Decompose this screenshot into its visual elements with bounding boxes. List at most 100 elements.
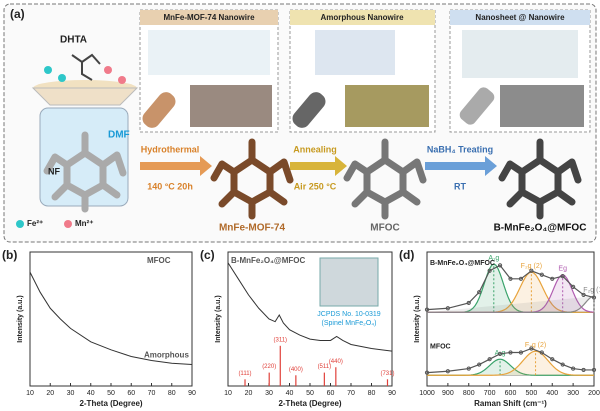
data-point xyxy=(497,263,503,268)
x-tick-label: 80 xyxy=(368,390,376,397)
legend-dot xyxy=(16,220,24,228)
data-point xyxy=(508,276,513,281)
data-point xyxy=(466,366,471,371)
annotation: (Spinel MnFe₂O₄) xyxy=(322,320,377,327)
data-point xyxy=(539,272,544,277)
sem-image xyxy=(190,85,272,127)
x-tick-label: 70 xyxy=(347,390,355,397)
nanowire xyxy=(142,92,176,128)
data-point xyxy=(550,276,555,281)
x-tick-label: 900 xyxy=(442,390,454,397)
x-axis-label: Raman Shift (cm⁻¹) xyxy=(474,399,547,408)
spectrum xyxy=(426,347,594,374)
step-condition: RT xyxy=(454,181,466,191)
spectrum xyxy=(426,264,595,311)
reference-label: (511) xyxy=(318,364,332,370)
annotation: JCPDS No. 10-0319 xyxy=(317,311,381,318)
legend-dot xyxy=(64,220,72,228)
data-point xyxy=(571,366,576,371)
chart-title: MFOC xyxy=(147,256,171,265)
y-axis-label: Intensity (a.u.) xyxy=(414,295,421,342)
step-name: Annealing xyxy=(293,144,337,154)
step-name: Hydrothermal xyxy=(141,144,200,154)
data-point xyxy=(518,350,524,355)
solvent: DMF xyxy=(108,130,130,141)
inset-title-bar xyxy=(450,10,590,25)
data-point xyxy=(581,292,586,297)
data-point xyxy=(518,276,524,281)
reference-label: (400) xyxy=(289,367,303,373)
ion xyxy=(118,76,126,84)
x-tick-label: 20 xyxy=(245,390,253,397)
peak-label: F₂g (1) xyxy=(583,287,600,294)
x-tick-label: 400 xyxy=(546,390,558,397)
ion xyxy=(44,66,52,74)
data-point xyxy=(424,370,430,375)
reference-label: (311) xyxy=(273,337,287,343)
fit-peak xyxy=(427,295,595,313)
data-point xyxy=(487,357,492,362)
panel-label: (c) xyxy=(200,248,215,262)
crystal-inset xyxy=(319,257,379,307)
inset-title: Amorphous Nanowire xyxy=(320,13,404,22)
ion xyxy=(58,74,66,82)
data-point xyxy=(497,351,503,356)
x-tick-label: 20 xyxy=(46,390,54,397)
data-point xyxy=(591,295,597,300)
arrow xyxy=(140,156,212,176)
panel-label: (a) xyxy=(10,7,25,21)
x-tick-label: 80 xyxy=(168,390,176,397)
data-point xyxy=(477,362,482,367)
data-point xyxy=(539,350,544,355)
x-tick-label: 700 xyxy=(484,390,496,397)
annotation: Amorphous xyxy=(144,351,189,360)
x-tick-label: 40 xyxy=(286,390,294,397)
x-tick-label: 1000 xyxy=(419,390,435,397)
arrow xyxy=(290,156,347,176)
data-point xyxy=(445,306,450,311)
product-name: MnFe-MOF-74 xyxy=(219,223,286,234)
x-tick-label: 200 xyxy=(588,390,600,397)
sem-image xyxy=(500,85,584,127)
x-tick-label: 60 xyxy=(327,390,335,397)
xrd-curve xyxy=(29,271,193,366)
legend-label: Mn²⁺ xyxy=(75,219,93,228)
x-tick-label: 50 xyxy=(107,390,115,397)
amorphous-structure xyxy=(315,30,395,75)
data-point xyxy=(477,290,482,295)
series-label: B-MnFe₂O₄@MFOC xyxy=(430,260,495,267)
x-tick-label: 90 xyxy=(388,390,396,397)
data-point xyxy=(529,268,534,273)
x-tick-label: 30 xyxy=(265,390,273,397)
x-tick-label: 30 xyxy=(67,390,75,397)
data-point xyxy=(581,367,586,373)
funnel xyxy=(31,87,139,106)
x-axis-label: 2-Theta (Degree) xyxy=(79,399,142,408)
peak-label: F₂g (2) xyxy=(521,263,542,270)
reference-label: (440) xyxy=(329,359,343,365)
x-tick-label: 500 xyxy=(526,390,538,397)
sem-image xyxy=(345,85,429,127)
reference-label: (111) xyxy=(238,371,251,377)
inset-title-bar xyxy=(290,10,435,25)
x-tick-label: 90 xyxy=(188,390,196,397)
arrow xyxy=(425,156,497,176)
x-tick-label: 60 xyxy=(127,390,135,397)
product-name: MFOC xyxy=(370,223,399,234)
xrd-curve xyxy=(227,262,393,352)
data-point xyxy=(445,369,450,374)
inset-title: MnFe-MOF-74 Nanowire xyxy=(163,13,255,22)
data-point xyxy=(508,350,513,355)
reference-label: (731) xyxy=(380,371,394,377)
data-point xyxy=(571,284,576,289)
y-axis-label: Intensity (a.u.) xyxy=(215,295,222,342)
data-point xyxy=(487,268,492,273)
step-condition: 140 °C 20h xyxy=(147,181,193,191)
data-point xyxy=(466,300,471,306)
inset-title: Nanosheet @ Nanowire xyxy=(475,13,565,22)
x-tick-label: 300 xyxy=(567,390,579,397)
y-axis-label: Intensity (a.u.) xyxy=(17,295,24,342)
x-tick-label: 40 xyxy=(87,390,95,397)
x-tick-label: 50 xyxy=(306,390,314,397)
